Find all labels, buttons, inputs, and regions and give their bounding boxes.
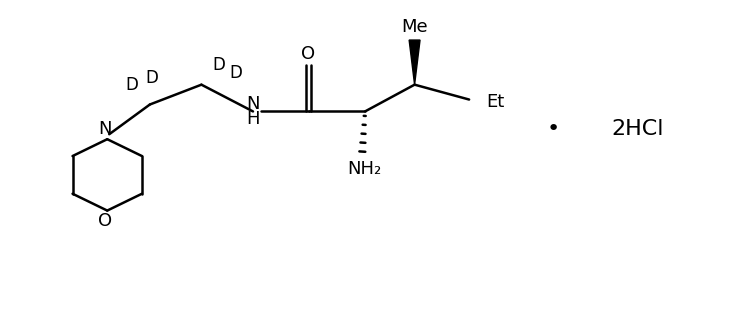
Text: •: •	[547, 119, 560, 139]
Text: O: O	[98, 213, 112, 230]
Text: N: N	[98, 120, 112, 138]
Text: 2HCl: 2HCl	[611, 119, 664, 139]
Text: N: N	[246, 95, 260, 112]
Text: D: D	[145, 69, 159, 87]
Text: D: D	[230, 64, 242, 82]
Polygon shape	[409, 40, 420, 85]
Text: NH₂: NH₂	[347, 160, 381, 178]
Text: D: D	[213, 56, 226, 74]
Text: Et: Et	[486, 93, 504, 110]
Text: D: D	[126, 76, 139, 94]
Text: O: O	[302, 45, 316, 63]
Text: H: H	[246, 110, 260, 128]
Text: Me: Me	[401, 18, 428, 36]
